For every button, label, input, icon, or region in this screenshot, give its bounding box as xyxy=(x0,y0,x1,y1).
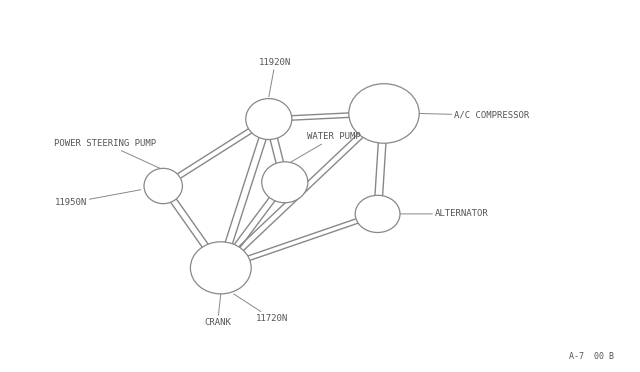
Text: POWER STEERING PUMP: POWER STEERING PUMP xyxy=(54,139,160,168)
Ellipse shape xyxy=(349,84,419,143)
Text: A/C COMPRESSOR: A/C COMPRESSOR xyxy=(419,111,530,120)
Ellipse shape xyxy=(262,162,308,203)
Ellipse shape xyxy=(144,168,182,204)
Text: 11720N: 11720N xyxy=(234,294,288,323)
Ellipse shape xyxy=(246,99,292,140)
Text: ALTERNATOR: ALTERNATOR xyxy=(400,209,489,218)
Text: 11950N: 11950N xyxy=(54,190,141,207)
Text: CRANK: CRANK xyxy=(204,294,231,327)
Text: A-7  00 B: A-7 00 B xyxy=(570,352,614,361)
Text: WATER PUMP: WATER PUMP xyxy=(291,132,361,162)
Ellipse shape xyxy=(355,195,400,232)
Ellipse shape xyxy=(191,242,251,294)
Text: 11920N: 11920N xyxy=(259,58,291,97)
